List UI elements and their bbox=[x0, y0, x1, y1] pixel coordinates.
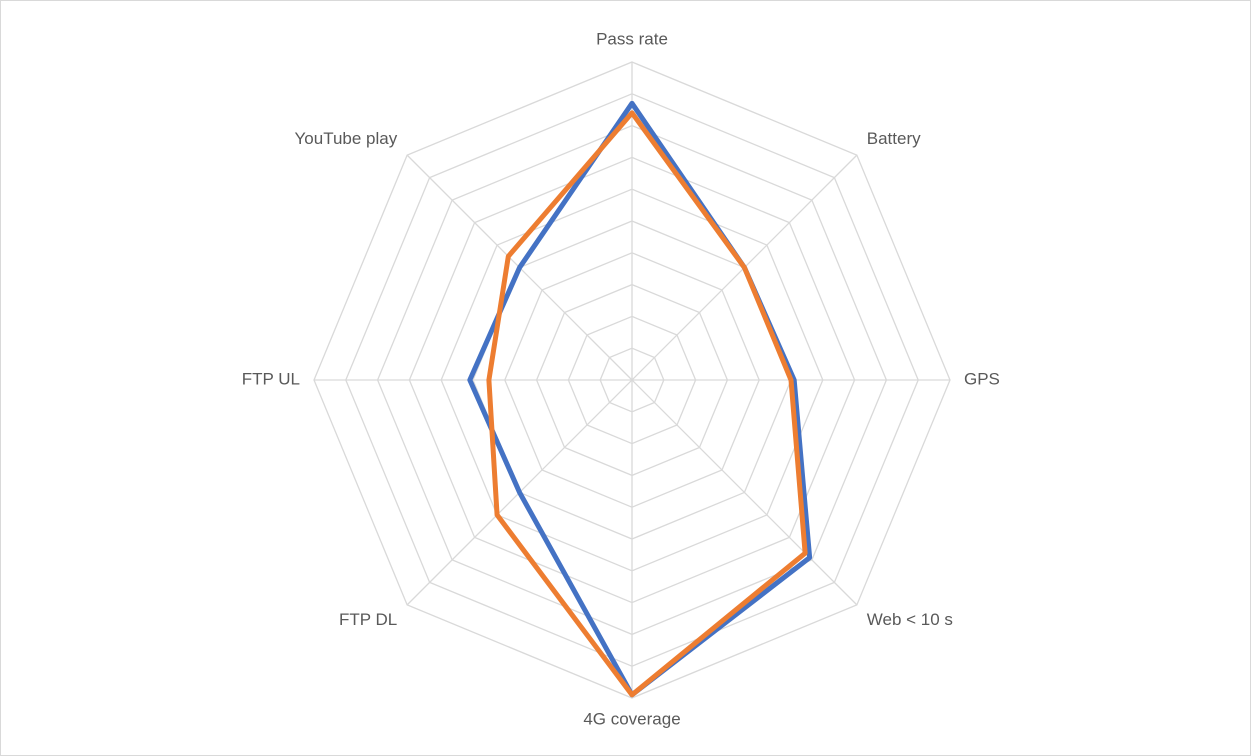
spoke bbox=[631, 379, 858, 606]
category-label: 4G coverage bbox=[583, 709, 680, 728]
series-line bbox=[486, 110, 808, 698]
category-label: GPS bbox=[964, 369, 1000, 388]
category-label: Pass rate bbox=[596, 29, 668, 48]
category-label: FTP UL bbox=[242, 369, 300, 388]
category-label: FTP DL bbox=[339, 610, 397, 629]
category-label: YouTube play bbox=[295, 129, 398, 148]
category-label: Web < 10 s bbox=[867, 610, 953, 629]
category-label: Battery bbox=[867, 129, 921, 148]
